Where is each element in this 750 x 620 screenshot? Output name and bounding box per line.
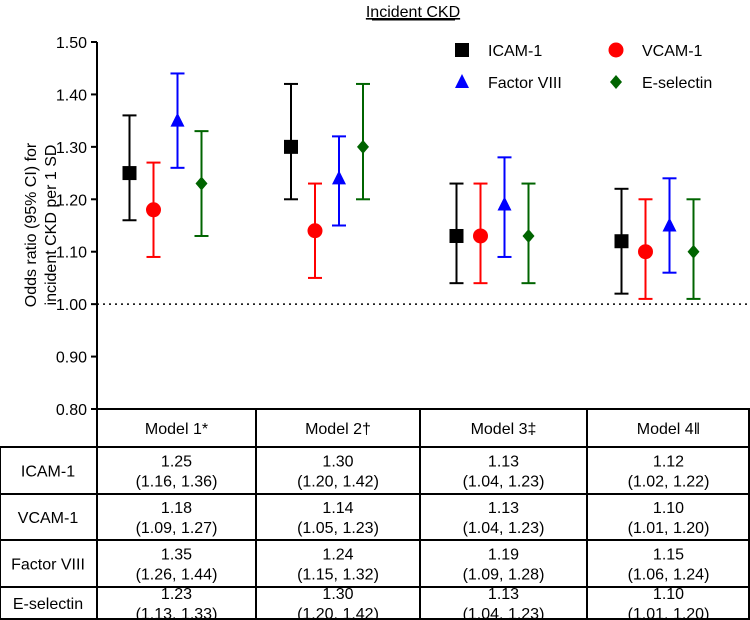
legend-label: ICAM-1 <box>488 43 542 60</box>
table-cell-ci: (1.06, 1.24) <box>628 567 710 584</box>
y-tick-label: 1.30 <box>56 140 87 157</box>
table-cell-ci: (1.04, 1.23) <box>463 606 545 620</box>
table-row-label: Factor VIII <box>11 557 85 574</box>
y-tick-label: 0.90 <box>56 350 87 367</box>
table-header-model: Model 4‖ <box>637 421 701 438</box>
table-cell-ci: (1.09, 1.27) <box>136 520 218 537</box>
marker-triangle <box>662 217 677 232</box>
table-cell-ci: (1.26, 1.44) <box>136 567 218 584</box>
y-tick-label: 1.40 <box>56 87 87 104</box>
table-cell-ci: (1.02, 1.22) <box>628 474 710 491</box>
chart-title: Incident CKD <box>366 4 460 21</box>
marker-diamond <box>357 139 369 154</box>
marker-diamond <box>195 176 208 191</box>
marker-circle <box>307 223 323 239</box>
table-row-label: E-selectin <box>13 596 83 613</box>
table-cell-ci: (1.04, 1.23) <box>463 474 545 491</box>
table-cell-or: 1.35 <box>161 547 192 564</box>
marker-square <box>449 228 464 243</box>
table-cell-or: 1.14 <box>322 500 353 517</box>
marker-circle <box>473 228 488 244</box>
table-cell-or: 1.30 <box>322 586 353 603</box>
table-cell-ci: (1.15, 1.32) <box>297 567 379 584</box>
table-cell-or: 1.10 <box>653 586 684 603</box>
y-axis-label: incident CKD per 1 SD <box>43 145 60 306</box>
table-header-model: Model 3‡ <box>471 421 537 438</box>
table-cell-or: 1.15 <box>653 547 684 564</box>
table-cell-or: 1.24 <box>322 547 353 564</box>
table-cell-ci: (1.01, 1.20) <box>628 606 710 620</box>
y-axis-label: Odds ratio (95% CI) for <box>23 142 40 307</box>
y-tick-label: 1.20 <box>56 192 87 209</box>
marker-square <box>614 234 629 249</box>
table-cell-or: 1.13 <box>488 500 519 517</box>
y-tick-label: 1.50 <box>56 35 87 52</box>
marker-diamond <box>610 75 622 89</box>
y-tick-label: 1.10 <box>56 245 87 262</box>
table-cell-ci: (1.13, 1.33) <box>136 606 218 620</box>
marker-diamond <box>687 244 700 259</box>
table-cell-or: 1.30 <box>322 454 353 471</box>
table-cell-ci: (1.04, 1.23) <box>463 520 545 537</box>
table-row-label: VCAM-1 <box>18 510 79 527</box>
legend-label: Factor VIII <box>488 75 562 92</box>
marker-circle <box>608 42 624 58</box>
table-cell-ci: (1.05, 1.23) <box>297 520 379 537</box>
table-cell-or: 1.13 <box>488 586 519 603</box>
marker-circle <box>146 202 161 218</box>
table-cell-or: 1.23 <box>161 586 192 603</box>
marker-triangle <box>497 196 512 211</box>
table-cell-or: 1.25 <box>161 454 192 471</box>
y-tick-label: 0.80 <box>56 402 87 419</box>
table-cell-ci: (1.20, 1.42) <box>297 606 379 620</box>
table-cell-or: 1.12 <box>653 454 684 471</box>
table-cell-or: 1.19 <box>488 547 519 564</box>
table-header-model: Model 1* <box>145 421 208 438</box>
marker-square <box>284 139 298 154</box>
table-cell-ci: (1.20, 1.42) <box>297 474 379 491</box>
table-cell-or: 1.18 <box>161 500 192 517</box>
marker-triangle <box>170 112 185 127</box>
table-cell-ci: (1.09, 1.28) <box>463 567 545 584</box>
marker-square <box>455 43 469 57</box>
marker-square <box>122 166 137 181</box>
y-tick-label: 1.00 <box>56 297 87 314</box>
legend-label: E-selectin <box>642 75 712 92</box>
table-header-model: Model 2† <box>305 421 371 438</box>
table-row-label: ICAM-1 <box>21 464 75 481</box>
table-cell-ci: (1.01, 1.20) <box>628 520 710 537</box>
table-cell-ci: (1.16, 1.36) <box>136 474 218 491</box>
table-cell-or: 1.13 <box>488 454 519 471</box>
marker-triangle <box>455 74 469 88</box>
marker-diamond <box>522 228 535 243</box>
marker-circle <box>638 244 653 260</box>
marker-triangle <box>332 170 346 185</box>
legend-label: VCAM-1 <box>642 43 703 60</box>
table-cell-or: 1.10 <box>653 500 684 517</box>
